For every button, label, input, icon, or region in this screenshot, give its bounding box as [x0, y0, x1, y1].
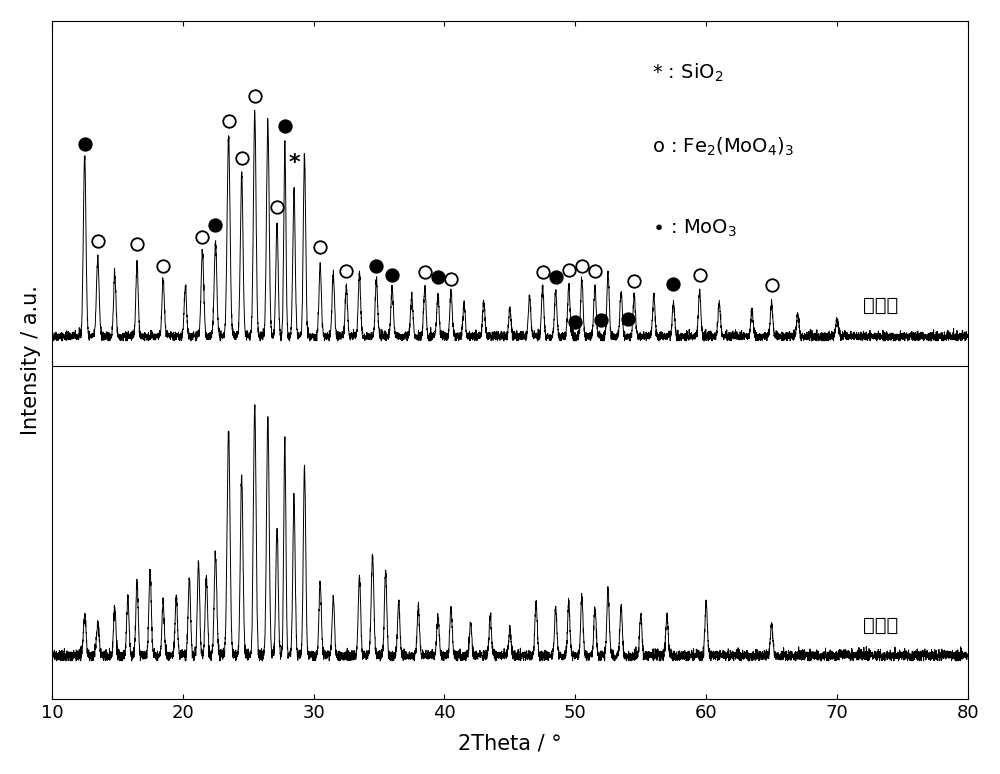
X-axis label: 2Theta / °: 2Theta / ° — [458, 733, 562, 753]
Y-axis label: Intensity / a.u.: Intensity / a.u. — [21, 285, 41, 435]
Text: *: * — [288, 152, 300, 173]
Text: 测试后: 测试后 — [863, 296, 898, 315]
Text: $\bullet$ : MoO$_3$: $\bullet$ : MoO$_3$ — [652, 217, 737, 239]
Text: $*$ : SiO$_2$: $*$ : SiO$_2$ — [652, 62, 723, 84]
Text: o : Fe$_2$(MoO$_4$)$_3$: o : Fe$_2$(MoO$_4$)$_3$ — [652, 136, 794, 159]
Text: 测试前: 测试前 — [863, 616, 898, 635]
